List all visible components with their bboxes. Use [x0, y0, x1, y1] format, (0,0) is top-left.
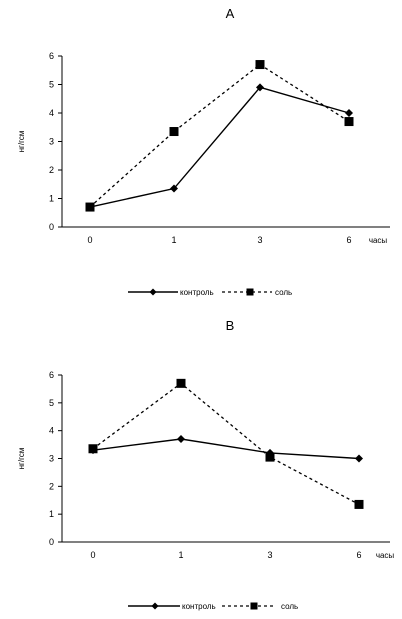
- chart-0-x-tick-label-1: 1: [171, 235, 176, 245]
- chart-0-y-tick-label-6: 6: [49, 51, 54, 61]
- chart-0-series-salt-point-1: [169, 127, 179, 137]
- chart-1-x-tick-label-0: 0: [90, 550, 95, 560]
- chart-0-series-control-point-3: [345, 109, 353, 117]
- chart-0-title: A: [226, 6, 235, 21]
- chart-1-series-salt-point-3: [354, 499, 364, 509]
- chart-1-y-tick-label-1: 1: [49, 509, 54, 519]
- chart-0-y-axis-label: нг/гсм: [17, 131, 26, 153]
- chart-1-legend-control-marker: [151, 602, 159, 610]
- chart-1-title: B: [226, 318, 235, 333]
- chart-1-y-tick-label-6: 6: [49, 370, 54, 380]
- chart-0-series-control-point-0: [86, 203, 94, 212]
- chart-1-y-tick-label-3: 3: [49, 454, 54, 464]
- chart-1-x-axis-label: часы: [376, 551, 395, 560]
- chart-1-y-tick-label-0: 0: [49, 537, 54, 547]
- chart-1-series-control-point-3: [355, 454, 363, 463]
- chart-0-x-tick-label-6: 6: [346, 235, 351, 245]
- chart-0-series-salt-line: [89, 63, 350, 208]
- chart-0-x-axis-label: часы: [369, 236, 388, 245]
- chart-0-x-tick-label-3: 3: [257, 235, 262, 245]
- chart-0-series-control-point-1: [170, 184, 178, 193]
- chart-0-legend-control-label: контроль: [180, 288, 214, 297]
- chart-0-series-salt-point-2: [255, 60, 265, 70]
- chart-1-y-tick-label-4: 4: [49, 426, 54, 436]
- chart-1-x-tick-label-3: 3: [267, 550, 272, 560]
- chart-1-y-axis-label: нг/гсм: [17, 448, 26, 470]
- chart-1: B 0 1 2 3 4 5 6 0 1 3 6 часы нг/гсм контроль соль: [17, 318, 394, 611]
- chart-0-y-tick-label-5: 5: [49, 80, 54, 90]
- chart-1-y-tick-label-5: 5: [49, 398, 54, 408]
- chart-1-legend-salt-label: соль: [281, 602, 298, 611]
- chart-1-series-salt-line: [92, 382, 360, 505]
- chart-0-legend: контроль соль: [128, 288, 292, 297]
- chart-0-series-control-line: [89, 86, 350, 208]
- chart-0-series-salt-point-3: [344, 117, 354, 127]
- chart-0-y-tick-label-1: 1: [49, 194, 54, 204]
- chart-1-series-control-point-0: [89, 446, 97, 455]
- chart-0-legend-salt-label: соль: [275, 288, 292, 297]
- chart-0-series-control-point-2: [256, 83, 264, 92]
- chart-1-x-tick-label-6: 6: [356, 550, 361, 560]
- chart-0: A 0 1 2 3 4 5 6 0 1 3 6 часы нг/гсм контроль соль: [17, 6, 390, 297]
- chart-1-legend-salt-marker: [250, 602, 258, 610]
- chart-1-series-salt-point-1: [176, 378, 186, 388]
- chart-0-y-tick-label-2: 2: [49, 165, 54, 175]
- chart-1-series-salt-point-2: [265, 452, 275, 462]
- chart-0-y-tick-label-3: 3: [49, 137, 54, 147]
- chart-1-y-tick-label-2: 2: [49, 481, 54, 491]
- chart-1-series-control-line: [92, 438, 360, 460]
- chart-1-legend-control-label: контроль: [182, 602, 216, 611]
- chart-1-series-control-point-2: [266, 448, 274, 457]
- chart-0-legend-control-marker: [149, 288, 157, 296]
- chart-0-y-tick-label-4: 4: [49, 108, 54, 118]
- chart-0-y-tick-label-0: 0: [49, 222, 54, 232]
- chart-1-x-tick-label-1: 1: [178, 550, 183, 560]
- chart-0-legend-salt-marker: [246, 288, 254, 296]
- chart-1-series-control-point-1: [177, 435, 185, 444]
- chart-1-legend: контроль соль: [128, 602, 298, 611]
- chart-0-x-tick-label-0: 0: [87, 235, 92, 245]
